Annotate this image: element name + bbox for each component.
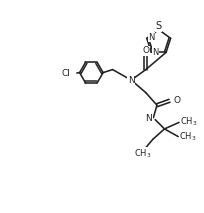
Text: CH$_3$: CH$_3$ (179, 131, 197, 143)
Text: N: N (148, 33, 154, 42)
Text: CH$_3$: CH$_3$ (134, 148, 152, 160)
Text: CH$_3$: CH$_3$ (180, 116, 198, 128)
Text: Cl: Cl (61, 69, 70, 78)
Text: S: S (156, 21, 162, 31)
Text: N: N (153, 48, 159, 57)
Text: O: O (173, 96, 180, 105)
Text: N: N (146, 114, 152, 123)
Text: N: N (128, 76, 135, 85)
Text: O: O (142, 46, 149, 55)
